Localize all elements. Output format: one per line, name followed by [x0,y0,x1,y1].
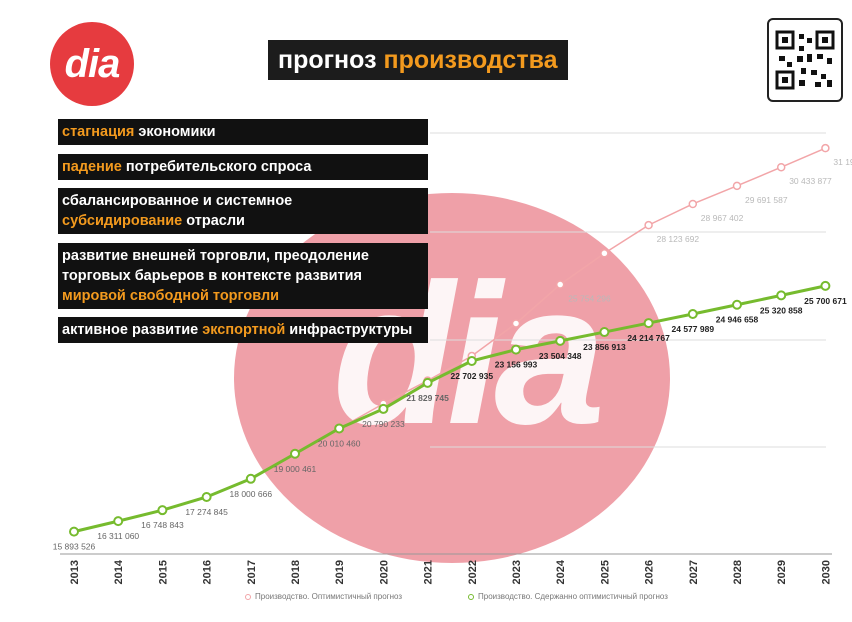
series-1-label-2016: 17 274 845 [185,507,228,517]
series-0-label-2029: 30 433 877 [789,176,832,186]
factor-subsidies: сбалансированное и системное субсидирован… [58,188,428,234]
x-tick-2023: 2023 [511,560,523,584]
series-0-point-2029 [776,162,786,172]
x-tick-2016: 2016 [202,560,214,584]
series-1-label-2015: 16 748 843 [141,520,184,530]
series-1-label-2022: 22 702 935 [451,371,494,381]
series-1-point-2019 [334,423,345,434]
series-0-label-2024: 25 754 296 [568,294,611,304]
dia-logo: dia [50,22,134,106]
series-1-label-2014: 16 311 060 [97,531,139,541]
legend-optimistic-marker [245,593,251,600]
qr-code-icon [767,18,843,102]
series-0-point-2028 [732,181,742,191]
x-tick-2014: 2014 [113,559,125,584]
series-1-label-2025: 23 856 913 [583,342,626,352]
legend-optimistic: Производство. Оптимистичный прогноз [245,592,402,601]
series-1-point-2021 [422,377,433,388]
x-tick-2026: 2026 [644,560,656,584]
series-1-label-2026: 24 214 767 [627,333,670,343]
factor-demand-decline: падение потребительского спроса [58,154,428,180]
title-part2: производства [383,46,558,74]
x-tick-2028: 2028 [732,560,744,584]
series-1-label-2029: 25 320 858 [760,305,803,315]
series-0-label-2026: 28 123 692 [657,234,700,244]
x-tick-2022: 2022 [467,560,479,584]
x-tick-2029: 2029 [776,560,788,584]
series-1-point-2023 [511,344,521,355]
x-tick-2017: 2017 [246,560,258,584]
series-1-point-2014 [113,516,124,527]
factor-foreign-trade: развитие внешней торговли, преодоление т… [58,243,428,309]
series-1-point-2018 [290,448,300,459]
legend-optimistic-label: Производство. Оптимистичный прогноз [255,592,403,601]
series-1-point-2030 [820,280,831,291]
series-1-label-2027: 24 577 989 [672,324,715,334]
series-0-label-2030: 31 194 724 [833,157,852,167]
series-1-label-2018: 19 000 461 [274,464,317,474]
series-0-point-2023 [511,319,521,328]
x-tick-2019: 2019 [334,560,346,584]
series-1-point-2024 [555,335,566,346]
series-1-point-2020 [378,403,389,414]
series-line-1 [73,284,826,534]
series-1-label-2019: 20 010 460 [318,438,361,448]
x-tick-2020: 2020 [378,560,390,584]
factor-stagnation: стагнация экономики [58,119,428,145]
series-1-point-2028 [732,299,742,310]
series-0-point-2027 [688,199,698,209]
x-tick-2030: 2030 [820,560,832,584]
legend-restrained-marker [468,593,474,600]
x-tick-2015: 2015 [157,560,169,584]
series-0-label-2027: 28 967 402 [701,213,744,223]
series-0-point-2026 [644,220,653,230]
series-0-point-2025 [600,249,609,258]
series-0-point-2024 [555,280,565,289]
series-1-label-2013: 15 893 526 [53,542,96,552]
x-tick-2025: 2025 [599,560,611,584]
series-1-label-2030: 25 700 671 [804,296,847,306]
series-1-point-2029 [776,290,787,301]
x-tick-2024: 2024 [555,559,567,584]
legend-restrained-label: Производство. Сдержанно оптимистичный пр… [478,592,668,601]
legend-restrained: Производство. Сдержанно оптимистичный пр… [468,592,668,601]
x-tick-2027: 2027 [688,560,700,584]
factor-export-infrastructure: активное развитие экспортной инфраструкт… [58,317,428,343]
series-0-point-2030 [821,143,830,153]
series-1-point-2017 [245,473,256,484]
series-0-label-2028: 29 691 587 [745,195,788,205]
x-tick-2013: 2013 [69,560,81,584]
series-1-label-2020: 20 790 233 [362,419,405,429]
series-1-point-2025 [599,327,610,338]
series-1-point-2013 [69,526,79,537]
series-1-point-2026 [643,318,654,329]
series-1-point-2015 [157,505,168,516]
series-1-label-2023: 23 156 993 [495,360,538,370]
series-1-point-2016 [201,491,212,502]
series-1-label-2017: 18 000 666 [230,489,273,499]
page-title: прогноз производства [268,40,568,80]
series-1-label-2024: 23 504 348 [539,351,582,361]
x-tick-2018: 2018 [290,560,302,584]
title-part1: прогноз [278,46,384,74]
series-1-point-2022 [466,355,477,366]
series-1-label-2028: 24 946 658 [716,315,759,325]
series-1-point-2027 [687,308,698,319]
series-1-label-2021: 21 829 745 [406,393,449,403]
x-tick-2021: 2021 [423,560,435,584]
